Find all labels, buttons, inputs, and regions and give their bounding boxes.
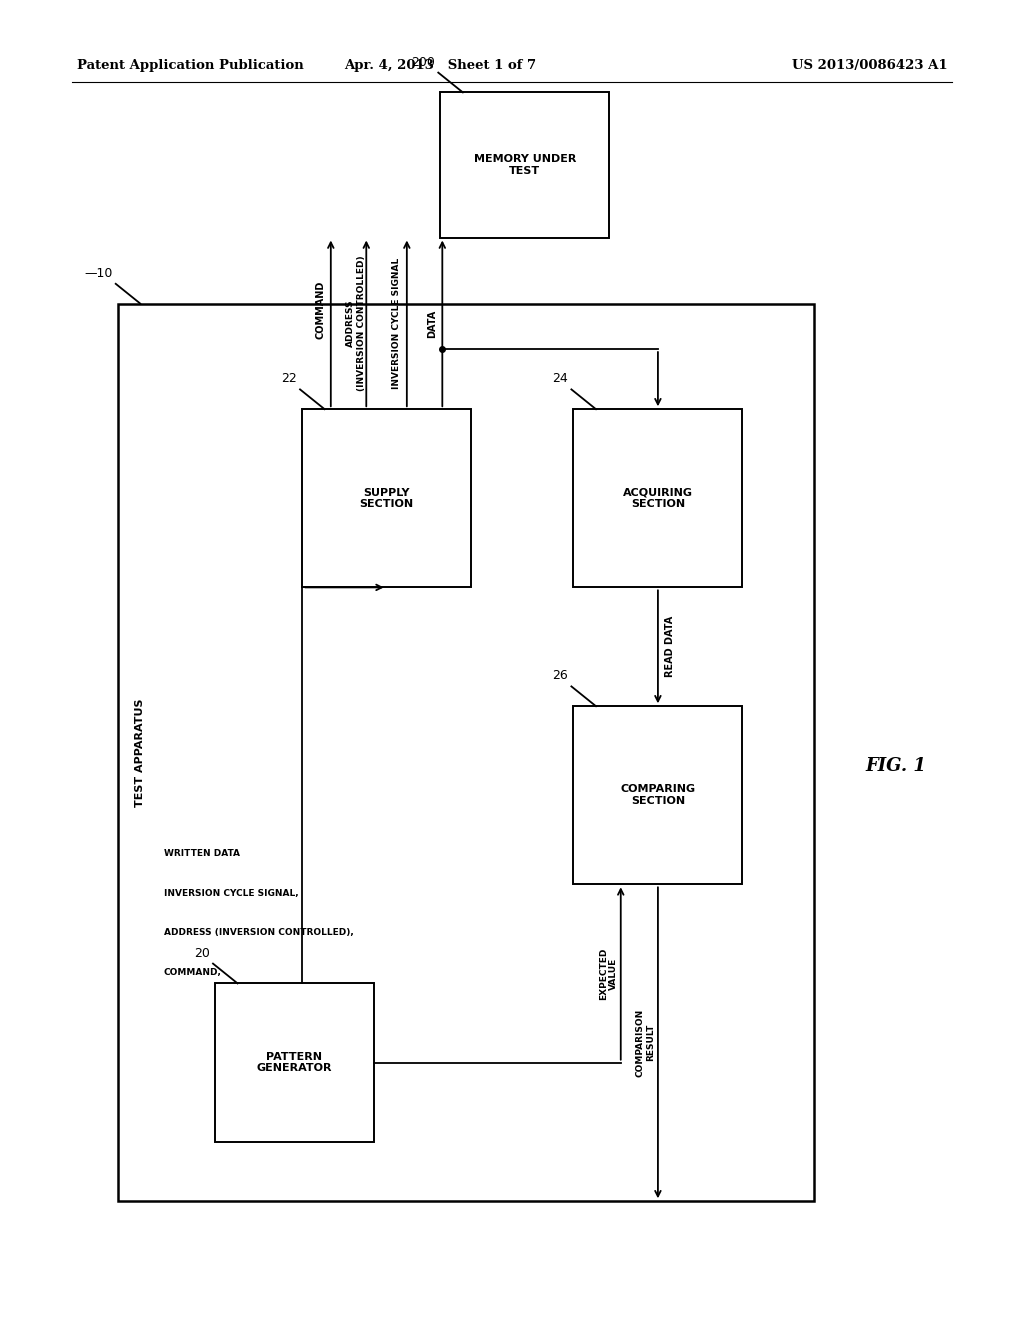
Bar bbox=[440, 92, 609, 238]
Text: FIG. 1: FIG. 1 bbox=[865, 756, 927, 775]
Text: PATTERN
GENERATOR: PATTERN GENERATOR bbox=[257, 1052, 332, 1073]
Bar bbox=[573, 706, 742, 884]
Text: COMPARING
SECTION: COMPARING SECTION bbox=[621, 784, 695, 807]
Text: ACQUIRING
SECTION: ACQUIRING SECTION bbox=[623, 487, 693, 510]
Text: WRITTEN DATA: WRITTEN DATA bbox=[164, 849, 240, 858]
Bar bbox=[302, 409, 471, 587]
Text: INVERSION CYCLE SIGNAL,: INVERSION CYCLE SIGNAL, bbox=[164, 888, 298, 898]
Text: Patent Application Publication: Patent Application Publication bbox=[77, 59, 303, 73]
Text: —10: —10 bbox=[84, 267, 113, 280]
Text: US 2013/0086423 A1: US 2013/0086423 A1 bbox=[792, 59, 947, 73]
Text: MEMORY UNDER
TEST: MEMORY UNDER TEST bbox=[474, 154, 575, 176]
Text: 200: 200 bbox=[412, 55, 435, 69]
Text: EXPECTED
VALUE: EXPECTED VALUE bbox=[599, 948, 618, 999]
Text: READ DATA: READ DATA bbox=[666, 616, 675, 677]
Text: 26: 26 bbox=[553, 669, 568, 682]
Text: ADDRESS (INVERSION CONTROLLED),: ADDRESS (INVERSION CONTROLLED), bbox=[164, 928, 353, 937]
Text: 24: 24 bbox=[553, 372, 568, 385]
Text: COMMAND: COMMAND bbox=[315, 281, 326, 339]
Text: COMMAND,: COMMAND, bbox=[164, 968, 222, 977]
Text: TEST APPARATUS: TEST APPARATUS bbox=[135, 698, 145, 807]
Text: SUPPLY
SECTION: SUPPLY SECTION bbox=[359, 487, 414, 510]
Text: ADDRESS
(INVERSION CONTROLLED): ADDRESS (INVERSION CONTROLLED) bbox=[346, 256, 366, 391]
Text: INVERSION CYCLE SIGNAL: INVERSION CYCLE SIGNAL bbox=[392, 257, 401, 389]
Bar bbox=[118, 304, 814, 1201]
Text: 22: 22 bbox=[282, 372, 297, 385]
Text: COMPARISON
RESULT: COMPARISON RESULT bbox=[636, 1008, 655, 1077]
Text: Apr. 4, 2013   Sheet 1 of 7: Apr. 4, 2013 Sheet 1 of 7 bbox=[344, 59, 537, 73]
Text: 20: 20 bbox=[194, 946, 210, 960]
Bar bbox=[573, 409, 742, 587]
Bar bbox=[215, 983, 374, 1142]
Text: DATA: DATA bbox=[427, 309, 437, 338]
